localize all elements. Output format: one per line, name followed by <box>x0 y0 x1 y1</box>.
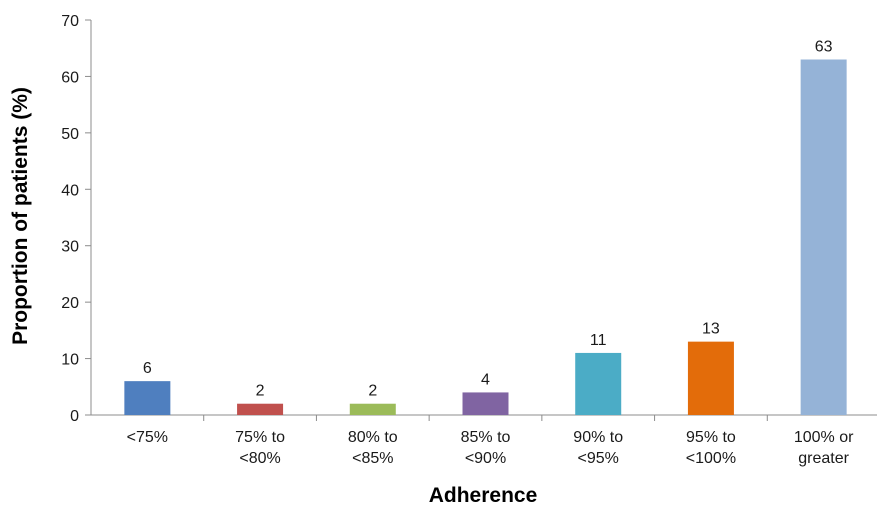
bar-value-label: 2 <box>256 383 265 400</box>
bar-value-label: 4 <box>481 371 490 388</box>
x-category-label-line: 90% to <box>573 429 623 446</box>
bar-value-label: 11 <box>590 332 607 349</box>
x-axis-categories: <75% 75% to <80% 80% to <85% 85% to <90% 90% to… <box>127 415 854 467</box>
bar <box>687 341 734 415</box>
y-axis-title: Proportion of patients (%) <box>9 87 32 345</box>
x-category-label: 75% to <80% <box>235 429 285 467</box>
y-tick-label: 30 <box>61 239 79 256</box>
y-tick-label: 40 <box>61 182 79 199</box>
bar <box>575 352 622 415</box>
x-category-label: 100% or greater <box>794 429 854 467</box>
value-labels-group: 6 2 2 4 11 13 63 <box>143 39 833 400</box>
y-axis-ticks: 0 10 20 30 40 50 60 70 <box>61 13 91 425</box>
x-category-label-line: <90% <box>465 450 506 467</box>
bars-group <box>124 59 847 415</box>
x-category-label-line: <75% <box>127 429 168 446</box>
y-tick-label: 20 <box>61 295 79 312</box>
bar <box>237 403 284 415</box>
bar-value-label: 63 <box>815 39 833 56</box>
x-category-label-line: 100% or <box>794 429 854 446</box>
bar-value-label: 13 <box>702 321 720 338</box>
x-category-label-line: 75% to <box>235 429 285 446</box>
bar <box>462 392 509 415</box>
x-category-label-line: <80% <box>239 450 280 467</box>
bar <box>800 59 847 415</box>
x-category-label: 90% to <95% <box>573 429 623 467</box>
x-category-label-line: 80% to <box>348 429 398 446</box>
x-category-label-line: greater <box>798 450 849 467</box>
x-category-label: 85% to <90% <box>461 429 511 467</box>
x-axis-title: Adherence <box>429 484 538 507</box>
bar-value-label: 2 <box>368 383 377 400</box>
x-category-label: 95% to <100% <box>686 429 736 467</box>
y-tick-label: 10 <box>61 352 79 369</box>
y-tick-label: 60 <box>61 69 79 86</box>
bar <box>124 381 171 415</box>
x-category-label-line: 95% to <box>686 429 736 446</box>
y-tick-label: 70 <box>61 13 79 30</box>
bar-value-label: 6 <box>143 360 152 377</box>
x-category-label: <75% <box>127 429 168 446</box>
x-category-label: 80% to <85% <box>348 429 398 467</box>
x-category-label-line: <95% <box>578 450 619 467</box>
y-tick-label: 0 <box>70 408 79 425</box>
bar <box>349 403 396 415</box>
y-tick-label: 50 <box>61 126 79 143</box>
x-category-label-line: 85% to <box>461 429 511 446</box>
x-category-label-line: <100% <box>686 450 736 467</box>
x-category-label-line: <85% <box>352 450 393 467</box>
